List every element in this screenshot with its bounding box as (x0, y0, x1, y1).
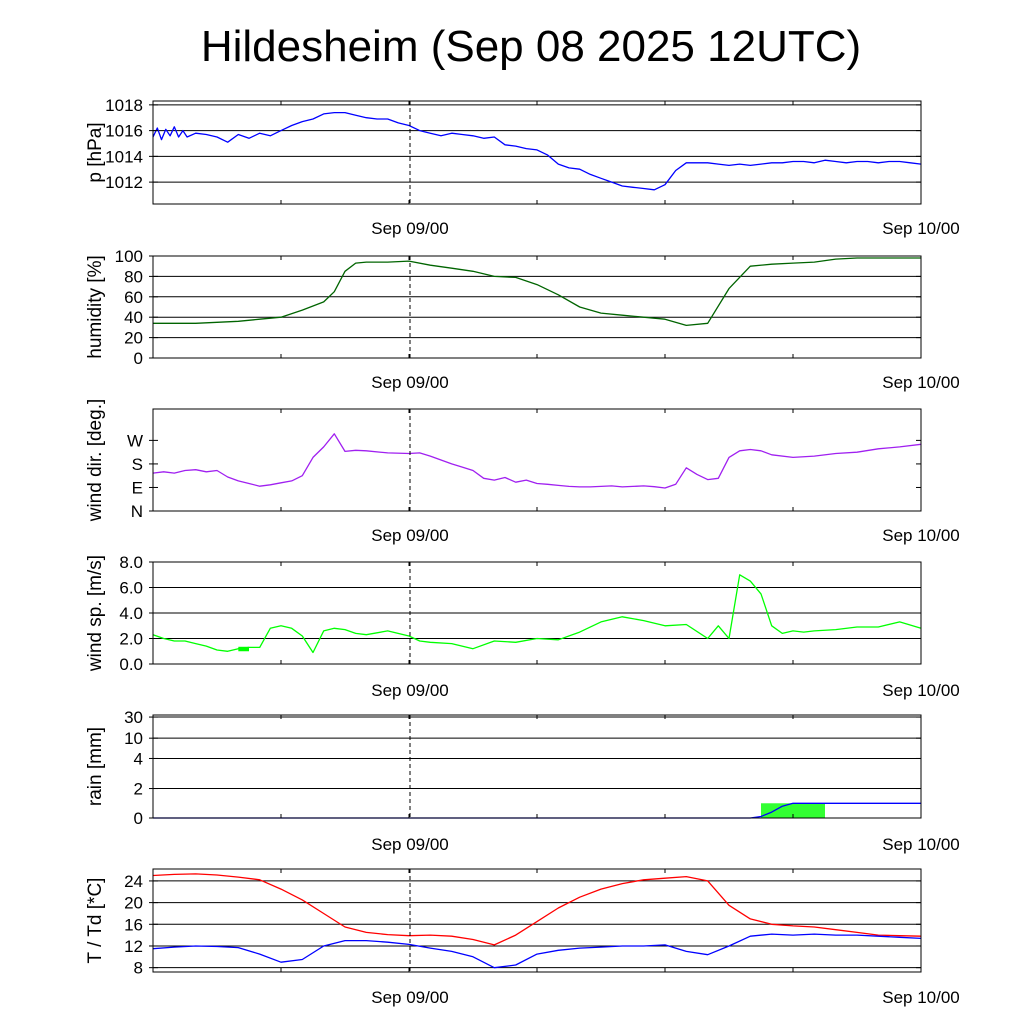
plot-frame (152, 408, 922, 512)
y-tick-label: 8.0 (119, 553, 143, 572)
y-tick-label: 1018 (105, 96, 143, 115)
x-tick-label: Sep 09/00 (371, 988, 449, 1007)
x-tick-label: Sep 10/00 (882, 526, 960, 545)
y-tick-label: N (131, 502, 143, 521)
y-tick-label: 20 (124, 894, 143, 913)
y-axis-label: T / Td [*C] (85, 878, 106, 964)
y-tick-label: 12 (124, 937, 143, 956)
y-tick-label: 0 (134, 349, 143, 368)
series-line-1 (152, 433, 922, 489)
y-tick-label: 16 (124, 915, 143, 934)
y-tick-label: 10 (124, 729, 143, 748)
x-tick-label: Sep 10/00 (882, 681, 960, 700)
y-axis-label: rain [mm] (85, 727, 106, 806)
y-tick-label: 40 (124, 308, 143, 327)
x-tick-label: Sep 09/00 (371, 835, 449, 854)
y-tick-label: 0 (134, 809, 143, 828)
series-line-2 (152, 933, 922, 969)
y-tick-label: E (132, 478, 143, 497)
series-line-1 (152, 873, 922, 946)
y-axis-label: wind sp. [m/s] (85, 555, 106, 672)
plot-frame (152, 868, 922, 973)
y-tick-label: 6.0 (119, 579, 143, 598)
x-tick-label: Sep 09/00 (371, 219, 449, 238)
y-tick-label: 1012 (105, 173, 143, 192)
y-tick-label: 0.0 (119, 655, 143, 674)
x-tick-label: Sep 10/00 (882, 219, 960, 238)
x-tick-label: Sep 10/00 (882, 373, 960, 392)
x-tick-label: Sep 10/00 (882, 988, 960, 1007)
plot-frame (152, 714, 922, 819)
y-tick-label: 30 (124, 708, 143, 727)
y-tick-label: 24 (124, 872, 143, 891)
x-tick-label: Sep 09/00 (371, 681, 449, 700)
series-line-1 (152, 111, 922, 191)
x-tick-label: Sep 09/00 (371, 526, 449, 545)
y-tick-label: 2.0 (119, 630, 143, 649)
y-tick-label: S (132, 455, 143, 474)
y-tick-label: 4 (134, 749, 143, 768)
y-axis-label: wind dir. [deg.] (85, 399, 106, 523)
series-line-1 (153, 257, 921, 327)
plot-frame (152, 255, 922, 359)
y-tick-label: 4.0 (119, 604, 143, 623)
rain-bar (761, 803, 825, 818)
plot-frame (152, 100, 922, 205)
y-tick-label: 60 (124, 288, 143, 307)
x-tick-label: Sep 09/00 (371, 373, 449, 392)
y-tick-label: 8 (134, 959, 143, 978)
chart-title: Hildesheim (Sep 08 2025 12UTC) (200, 22, 862, 71)
y-axis-label: p [hPa] (85, 122, 106, 182)
y-tick-label: 1016 (105, 122, 143, 141)
y-tick-label: 2 (134, 780, 143, 799)
series-line-1 (152, 574, 922, 654)
y-tick-label: 100 (115, 247, 143, 266)
y-tick-label: W (127, 431, 143, 450)
calm-marker (238, 646, 249, 652)
y-tick-label: 80 (124, 267, 143, 286)
y-tick-label: 1014 (105, 147, 143, 166)
x-tick-label: Sep 10/00 (882, 835, 960, 854)
y-axis-label: humidity [%] (85, 255, 106, 358)
y-tick-label: 20 (124, 329, 143, 348)
